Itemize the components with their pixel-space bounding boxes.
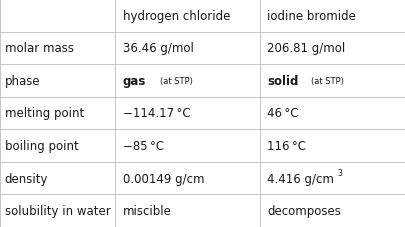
Text: phase: phase xyxy=(5,75,40,88)
Text: (at STP): (at STP) xyxy=(160,76,193,86)
Text: 36.46 g/mol: 36.46 g/mol xyxy=(123,42,194,55)
Text: 4.416 g/cm: 4.416 g/cm xyxy=(267,168,334,181)
Text: 0.00149 g/cm: 0.00149 g/cm xyxy=(123,168,204,181)
Text: solubility in water: solubility in water xyxy=(5,204,111,217)
Text: 0.00149 g/cm: 0.00149 g/cm xyxy=(123,172,204,185)
Text: 4.416 g/cm: 4.416 g/cm xyxy=(267,172,334,185)
Text: 3: 3 xyxy=(337,168,342,177)
Text: molar mass: molar mass xyxy=(5,42,74,55)
Text: boiling point: boiling point xyxy=(5,139,79,152)
Text: density: density xyxy=(5,172,48,185)
Text: −114.17 °C: −114.17 °C xyxy=(123,107,190,120)
Text: solid: solid xyxy=(267,75,298,88)
Text: decomposes: decomposes xyxy=(267,204,341,217)
Text: hydrogen chloride: hydrogen chloride xyxy=(123,10,230,23)
Text: miscible: miscible xyxy=(123,204,172,217)
Text: 116 °C: 116 °C xyxy=(267,139,306,152)
Text: −85 °C: −85 °C xyxy=(123,139,164,152)
Text: gas: gas xyxy=(123,75,146,88)
Text: 46 °C: 46 °C xyxy=(267,107,299,120)
Text: (at STP): (at STP) xyxy=(311,76,344,86)
Text: melting point: melting point xyxy=(5,107,84,120)
Text: iodine bromide: iodine bromide xyxy=(267,10,356,23)
Text: 206.81 g/mol: 206.81 g/mol xyxy=(267,42,345,55)
